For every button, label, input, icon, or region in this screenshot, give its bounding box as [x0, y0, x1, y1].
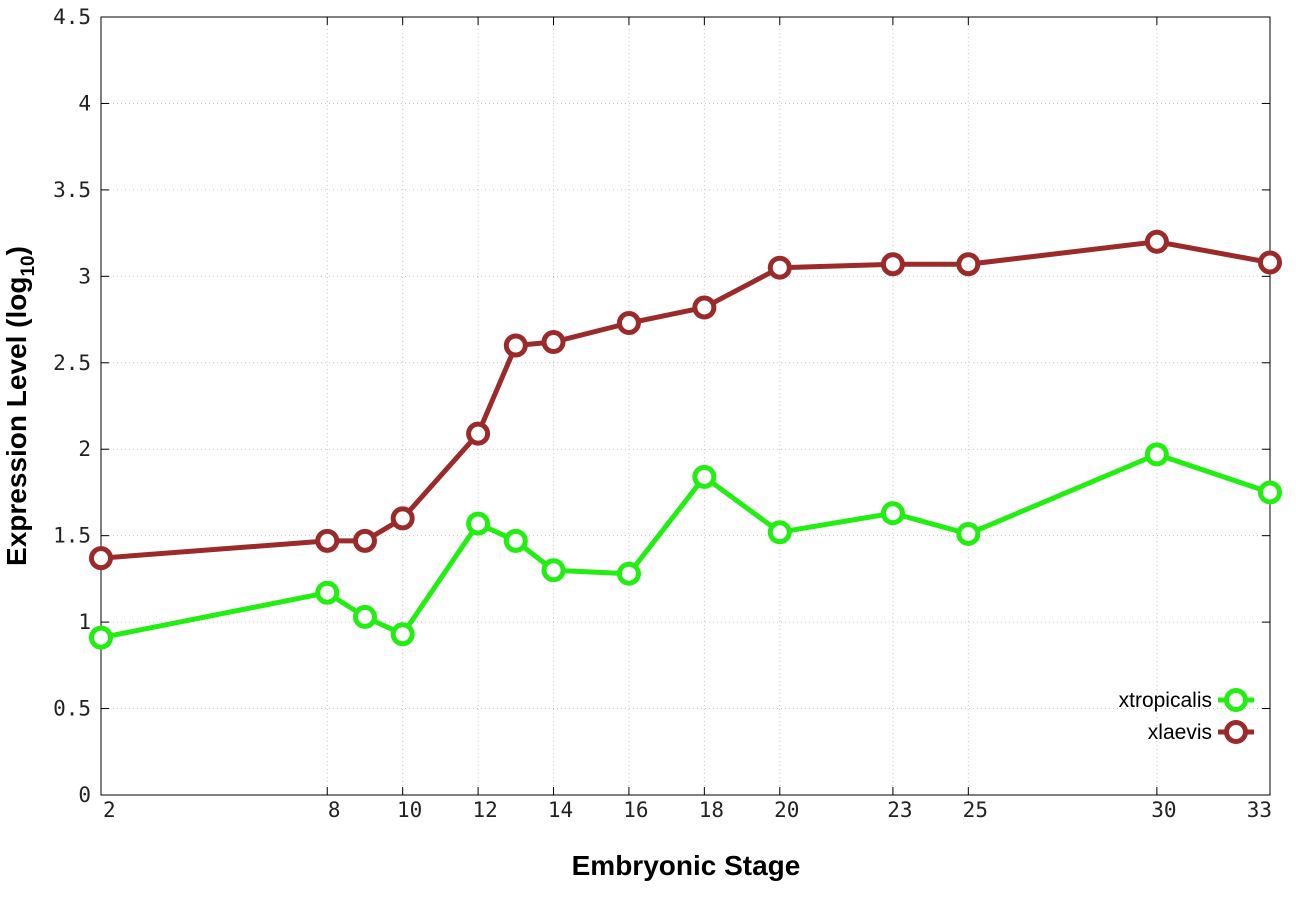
data-point [1144, 229, 1169, 254]
y-tick-label: 1 [78, 610, 91, 634]
data-point [956, 252, 981, 277]
data-point [956, 521, 981, 546]
data-point [390, 506, 415, 531]
x-tick-label: 14 [548, 798, 573, 822]
data-point [616, 561, 641, 586]
data-point [692, 464, 717, 489]
legend-label: xtropicalis [1119, 689, 1212, 712]
data-point [880, 501, 905, 526]
data-point [89, 546, 113, 571]
x-tick-label: 20 [774, 798, 799, 822]
legend-label: xlaevis [1148, 721, 1212, 744]
legend-marker [1224, 720, 1248, 744]
series-lines [89, 229, 1282, 650]
x-tick-label: 25 [963, 798, 988, 822]
x-tick-label: 30 [1151, 798, 1176, 822]
series-xlaevis [89, 229, 1282, 571]
x-tick-label: 16 [623, 798, 648, 822]
y-axis-title-main: Expression Level (log [1, 277, 32, 566]
x-tick-label: 10 [397, 798, 422, 822]
y-tick-labels: 0 0.5 1 1.5 2 2.5 3 3.5 4 4.5 [53, 5, 91, 807]
x-tick-label: 18 [699, 798, 724, 822]
axis-ticks [100, 16, 1271, 796]
data-point [767, 520, 792, 545]
x-axis-title: Embryonic Stage [572, 850, 801, 881]
series-xtropicalis [89, 442, 1282, 650]
y-axis-title: Expression Level (log10) [1, 246, 39, 566]
data-point [503, 333, 528, 358]
data-point [466, 421, 491, 446]
y-tick-label: 0.5 [53, 697, 91, 721]
data-point [541, 558, 566, 583]
gridlines [101, 17, 1270, 795]
data-point [1258, 250, 1282, 275]
x-tick-label: 12 [472, 798, 497, 822]
y-tick-label: 2.5 [53, 351, 91, 375]
y-tick-label: 2 [78, 437, 91, 461]
y-axis-title-end: ) [1, 246, 32, 255]
y-tick-label: 1.5 [53, 524, 91, 548]
y-axis-title-subscript: 10 [18, 255, 39, 276]
data-point [466, 511, 491, 536]
data-point [89, 625, 113, 650]
data-point [1258, 480, 1282, 505]
data-point [315, 528, 340, 553]
data-point [616, 311, 641, 336]
data-point [767, 255, 792, 280]
legend-marker [1224, 688, 1248, 712]
y-tick-label: 4 [78, 91, 91, 115]
y-tick-label: 4.5 [53, 5, 91, 29]
legend: xtropicalis xlaevis [1119, 688, 1254, 744]
x-tick-labels: 2 8 10 12 14 16 18 20 23 25 30 33 [103, 798, 1272, 822]
data-point [352, 604, 377, 629]
data-point [315, 580, 340, 605]
x-tick-label: 2 [103, 798, 116, 822]
data-point [390, 622, 415, 647]
data-point [692, 295, 717, 320]
data-point [1144, 442, 1169, 467]
x-tick-label: 33 [1247, 798, 1272, 822]
y-tick-label: 3 [78, 264, 91, 288]
data-point [352, 528, 377, 553]
x-tick-label: 8 [328, 798, 341, 822]
x-tick-label: 23 [887, 798, 912, 822]
y-tick-label: 0 [78, 783, 91, 807]
plot-frame [100, 16, 1271, 796]
data-point [503, 528, 528, 553]
data-point [541, 330, 566, 355]
series-line [100, 239, 1271, 561]
y-tick-label: 3.5 [53, 178, 91, 202]
data-point [880, 252, 905, 277]
